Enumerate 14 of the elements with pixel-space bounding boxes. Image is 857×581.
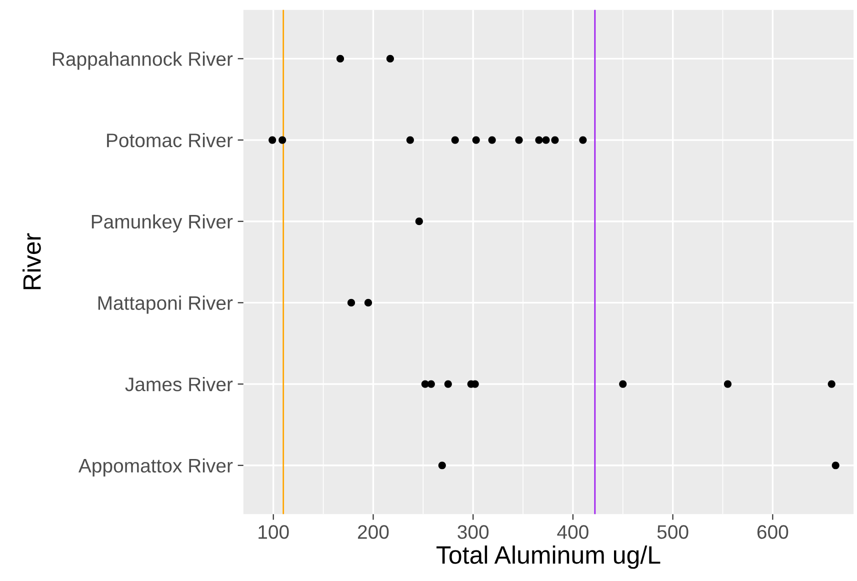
y-tick-label: Mattaponi River [98, 296, 233, 314]
x-tick-label: 400 [557, 525, 588, 539]
y-tick-label: Pamunkey River [92, 214, 233, 232]
x-axis-title: Total Aluminum ug/L [436, 546, 660, 569]
y-tick-label: Rappahannock River [52, 52, 233, 70]
x-tick-label: 100 [258, 525, 289, 539]
y-axis-title: River [22, 233, 41, 290]
x-tick-label: 200 [358, 525, 389, 539]
x-tick-label: 600 [757, 525, 788, 539]
y-tick-label: Potomac River [107, 132, 233, 148]
y-tick-label: Appomattox River [78, 458, 233, 476]
x-tick-label: 500 [657, 525, 688, 539]
y-tick-label: James River [125, 376, 233, 392]
x-tick-label: 300 [458, 525, 489, 539]
